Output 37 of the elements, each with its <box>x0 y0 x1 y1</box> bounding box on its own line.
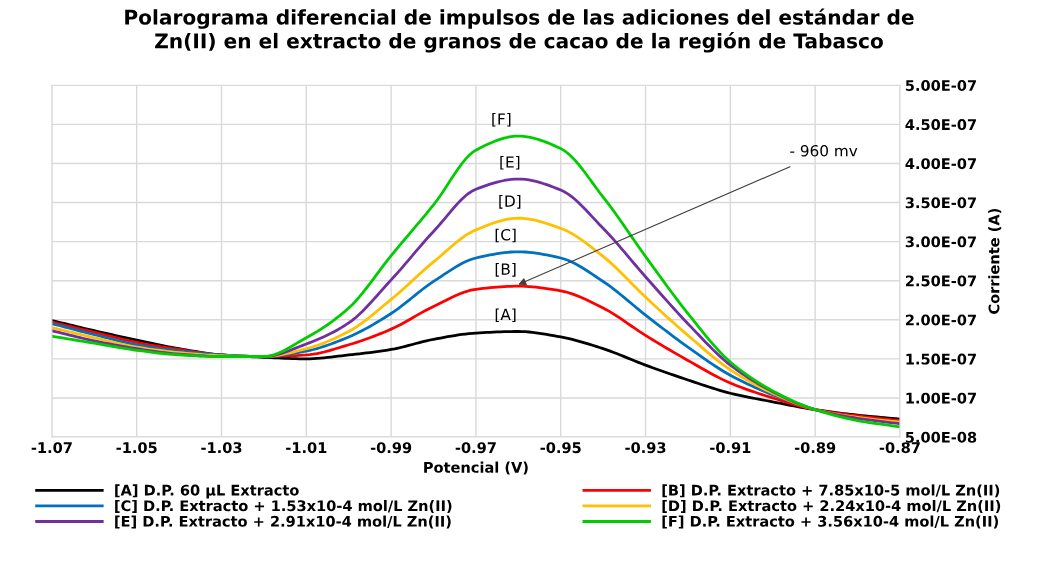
annotation: [A] <box>495 308 516 322</box>
annotation: [F] <box>492 112 511 127</box>
x-axis-title: Potencial (V) <box>424 461 528 475</box>
y-tick-label: 3.50E-07 <box>905 197 976 209</box>
annotation: [C] <box>495 228 516 243</box>
annotation: [E] <box>500 155 520 170</box>
y-tick-label: 2.00E-07 <box>905 314 976 326</box>
y-tick-label: 5.00E-07 <box>905 79 976 92</box>
y-tick-label: 1.00E-07 <box>906 392 976 404</box>
x-tick-label: -1.07 <box>31 442 72 454</box>
legend-label: [F] D.P. Extracto + 3.56x10-4 mol/L Zn(II) <box>662 515 998 529</box>
x-tick-label: -0.99 <box>370 442 412 454</box>
y-tick-label: 5.00E-08 <box>905 431 977 443</box>
annotation: - 960 mv <box>790 144 858 157</box>
y-tick-label: 2.50E-07 <box>905 275 976 287</box>
y-axis-title: Corriente (A) <box>988 208 1002 314</box>
x-tick-label: -0.89 <box>794 442 836 454</box>
x-tick-label: -0.91 <box>710 442 751 454</box>
x-tick-label: -1.01 <box>286 442 327 454</box>
legend-label: [C] D.P. Extracto + 1.53x10-4 mol/L Zn(II) <box>115 499 452 513</box>
legend-label: [D] D.P. Extracto + 2.24x10-4 mol/L Zn(II) <box>662 499 1001 513</box>
x-tick-label: -0.95 <box>540 442 581 454</box>
x-tick-label: -0.87 <box>879 442 920 454</box>
legend-label: [B] D.P. Extracto + 7.85x10-5 mol/L Zn(II) <box>662 484 1000 498</box>
x-tick-label: -1.03 <box>201 442 242 454</box>
x-tick-label: -0.93 <box>625 442 666 454</box>
y-tick-label: 1.50E-07 <box>906 353 976 365</box>
legend-label: [E] D.P. Extracto + 2.91x10-4 mol/L Zn(II) <box>115 515 451 529</box>
x-tick-label: -0.97 <box>455 442 496 454</box>
y-tick-label: 3.00E-07 <box>905 236 976 248</box>
legend-label: [A] D.P. 60 µL Extracto <box>115 484 299 499</box>
annotation: [D] <box>499 195 521 209</box>
annotation: [B] <box>495 263 516 277</box>
chart-title: Polarograma diferencial de impulsos de las adiciones del estándar de Zn(II) en el extracto de granos de cacao de la región de Tabasco <box>125 8 914 53</box>
y-tick-label: 4.00E-07 <box>905 158 976 170</box>
x-tick-label: -1.05 <box>116 442 157 454</box>
y-tick-label: 4.50E-07 <box>905 119 976 131</box>
